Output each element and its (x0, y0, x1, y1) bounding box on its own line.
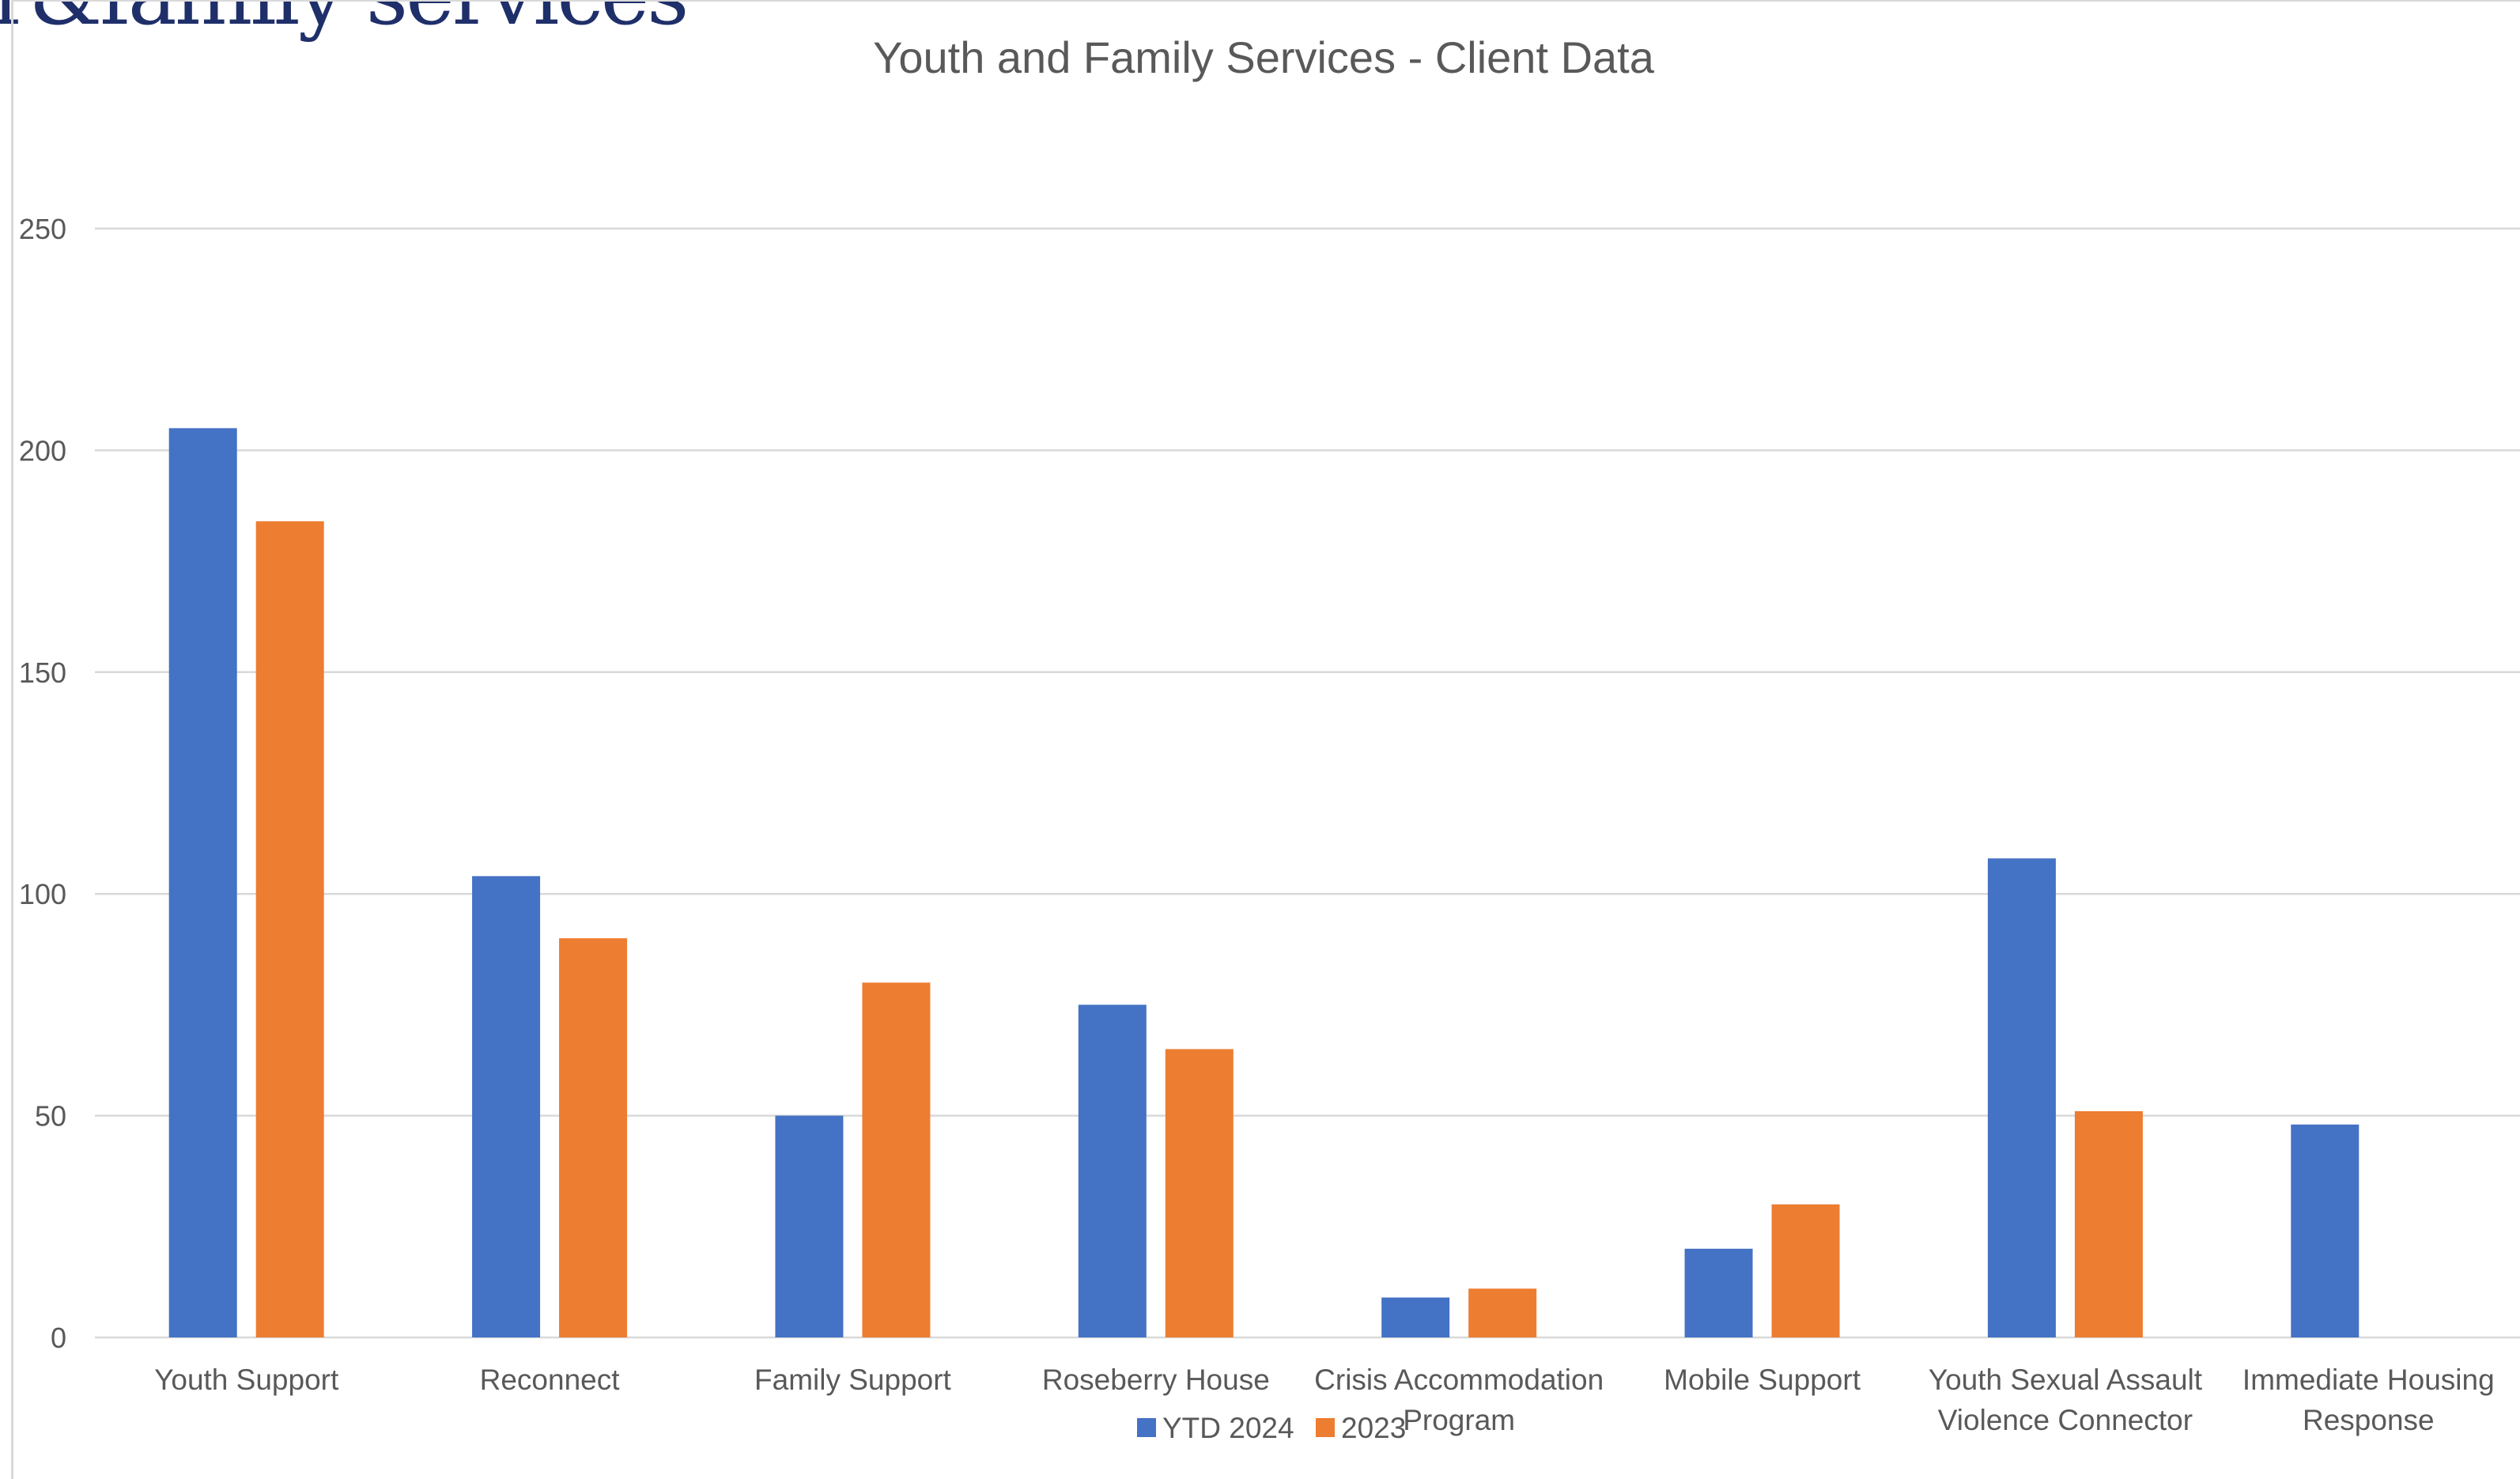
bar-ytd-2024 (1381, 1297, 1450, 1337)
bar-ytd-2024 (1987, 858, 2056, 1337)
bar-2023 (1468, 1288, 1537, 1337)
x-category-label: Youth Sexual Assault (1929, 1364, 2203, 1396)
bar-ytd-2024 (1078, 1004, 1147, 1337)
bar-2023 (1771, 1204, 1840, 1337)
legend-swatch (1137, 1418, 1156, 1437)
legend: YTD 2024 2023 (1137, 1412, 1406, 1444)
bar-2023 (559, 938, 628, 1337)
bar-ytd-2024 (168, 428, 237, 1337)
bar-2023 (862, 982, 931, 1337)
bars (168, 428, 2359, 1338)
x-category-label: Response (2303, 1404, 2435, 1436)
bar-2023 (255, 521, 324, 1338)
x-category-label: Family Support (754, 1364, 952, 1396)
legend-label: 2023 (1341, 1412, 1406, 1444)
bar-2023 (1165, 1049, 1234, 1337)
y-tick-label: 50 (35, 1100, 66, 1133)
legend-swatch (1316, 1418, 1335, 1437)
x-axis-category-labels: Youth Support Reconnect Family Support Rose… (154, 1364, 2495, 1436)
bar-ytd-2024 (2291, 1124, 2359, 1337)
chart-title: Youth and Family Services - Client Data (873, 32, 1655, 82)
x-category-label: Youth Support (154, 1364, 339, 1396)
y-axis-tick-labels: 0 50 100 150 200 250 (19, 213, 66, 1354)
y-tick-label: 200 (19, 434, 66, 467)
bar-ytd-2024 (1684, 1248, 1753, 1337)
y-tick-label: 250 (19, 213, 66, 245)
legend-label: YTD 2024 (1162, 1412, 1294, 1444)
chart-frame (11, 0, 2520, 1479)
x-category-label: Crisis Accommodation (1314, 1364, 1604, 1396)
x-category-label: Program (1403, 1404, 1515, 1436)
gridlines (95, 227, 2520, 1339)
bar-ytd-2024 (472, 876, 541, 1337)
y-tick-label: 150 (19, 656, 66, 689)
x-category-label: Immediate Housing (2242, 1364, 2495, 1396)
y-tick-label: 100 (19, 878, 66, 910)
x-category-label: Roseberry House (1042, 1364, 1270, 1396)
x-category-label: Violence Connector (1938, 1404, 2193, 1436)
bar-2023 (2074, 1110, 2143, 1337)
x-category-label: Reconnect (480, 1364, 621, 1396)
y-tick-label: 0 (51, 1322, 66, 1354)
x-category-label: Mobile Support (1664, 1364, 1861, 1396)
bar-ytd-2024 (775, 1115, 844, 1337)
header-text-fragment: r&family services (0, 0, 690, 36)
